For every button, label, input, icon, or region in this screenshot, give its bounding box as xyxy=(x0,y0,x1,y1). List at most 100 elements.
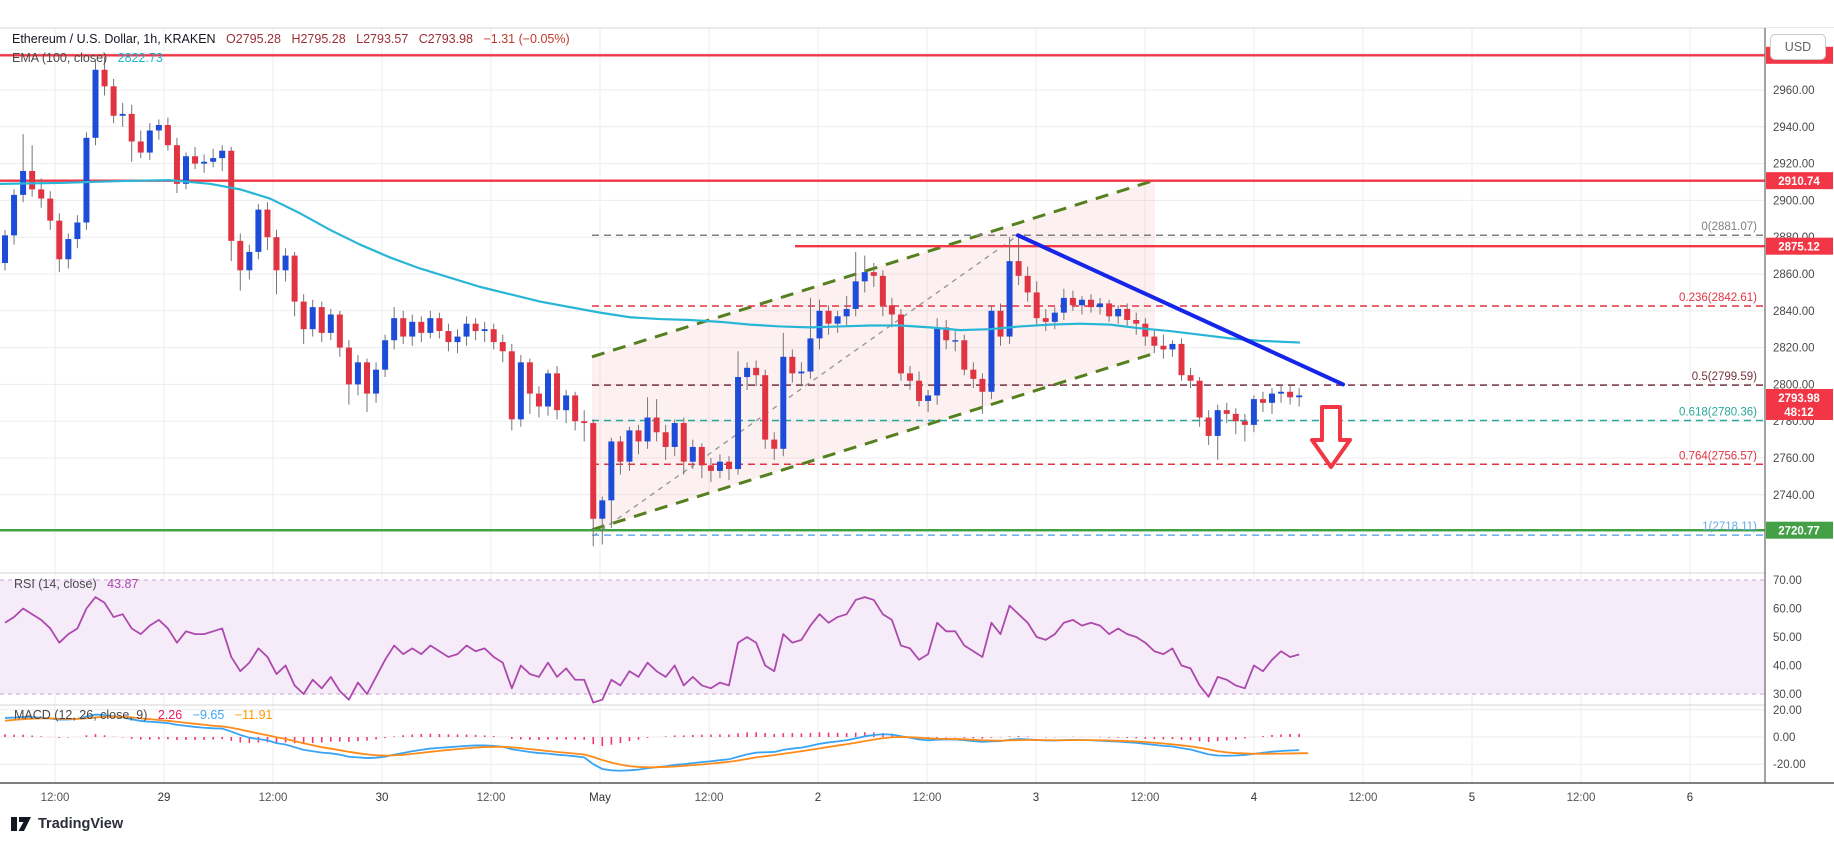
candle-body xyxy=(852,281,859,309)
candle-body xyxy=(979,378,986,392)
fib-level-label: 1(2718.11) xyxy=(1702,521,1757,533)
candle-body xyxy=(554,373,561,411)
macd-signal-line xyxy=(4,715,1309,769)
fib-baseline[interactable] xyxy=(592,234,1019,537)
macd-indicator-row[interactable]: MACD (12, 26, close, 9) 2.26 −9.65 −11.9… xyxy=(14,708,279,722)
ohlc-close: C2793.98 xyxy=(418,32,473,46)
time-tick-label: 12:00 xyxy=(41,792,70,804)
fib-level-label: 0.764(2756.57) xyxy=(1679,450,1757,462)
candle-body xyxy=(436,318,443,332)
ema-indicator-row[interactable]: EMA (100, close) 2822.73 xyxy=(12,51,170,65)
price-tag-value: 2720.77 xyxy=(1778,526,1820,538)
time-tick-label: 30 xyxy=(376,792,389,804)
ohlc-high: H2795.28 xyxy=(291,32,346,46)
fib-retracement-levels[interactable] xyxy=(592,234,1765,536)
candle-body xyxy=(255,209,262,252)
candle-body xyxy=(635,430,642,442)
rsi-tick-label: 40.00 xyxy=(1773,661,1802,673)
time-tick-label: 12:00 xyxy=(1131,792,1160,804)
candle-body xyxy=(1169,343,1176,350)
candle-body xyxy=(29,170,36,190)
price-tick-label: 2760.00 xyxy=(1773,453,1815,465)
down-arrow[interactable] xyxy=(1310,405,1352,469)
candle-body xyxy=(1259,399,1266,403)
symbol-ohlc-row[interactable]: Ethereum / U.S. Dollar, 1h, KRAKEN O2795… xyxy=(12,32,577,46)
fib-level-label: 0(2881.07) xyxy=(1701,221,1757,233)
candle-body xyxy=(1115,308,1122,317)
candle-body xyxy=(581,421,588,424)
candle-body xyxy=(137,141,144,153)
candle-body xyxy=(364,362,370,394)
candle-body xyxy=(1296,395,1303,398)
candle-body xyxy=(617,441,624,462)
candle-body xyxy=(535,393,542,407)
candle-body xyxy=(825,310,832,324)
candle-body xyxy=(952,340,959,342)
candle-body xyxy=(1232,413,1239,422)
candle-body xyxy=(1250,399,1257,425)
candle-body xyxy=(2,235,8,263)
candle-body xyxy=(1214,410,1221,436)
channel-lower-line xyxy=(591,351,1156,532)
change-value: −1.31 (−0.05%) xyxy=(483,32,570,46)
rsi-value: 43.87 xyxy=(107,577,139,591)
candle-body xyxy=(735,377,742,470)
candle-body xyxy=(1015,261,1022,276)
candle-body xyxy=(1042,318,1049,322)
candle-body xyxy=(373,369,380,394)
candle-body xyxy=(1196,380,1203,418)
candle-body xyxy=(273,237,280,271)
candle-body xyxy=(1060,297,1067,313)
rsi-line xyxy=(4,596,1300,704)
candle-body xyxy=(146,130,153,153)
price-axis[interactable]: 2960.002940.002920.002900.002880.002860.… xyxy=(1773,85,1815,771)
candle-body xyxy=(680,423,687,462)
candle-body xyxy=(907,373,913,381)
candle-body xyxy=(780,356,787,449)
candle-body xyxy=(336,314,343,348)
candle-body xyxy=(1178,343,1185,376)
currency-toggle-button[interactable]: USD xyxy=(1770,34,1826,60)
time-axis[interactable]: 12:00 29 12:00 30 12:00 May 12:00 2 12:00 3 12:00 4… xyxy=(41,792,1694,804)
fib-level-label: 0.618(2780.36) xyxy=(1679,407,1757,419)
sr-lines[interactable] xyxy=(0,54,1765,532)
candle-body xyxy=(74,222,81,240)
candle-body xyxy=(345,347,352,385)
candle-body xyxy=(816,310,823,339)
price-tag-value: 2910.74 xyxy=(1778,176,1820,188)
candle-body xyxy=(888,305,895,315)
macd-tick-label: 20.00 xyxy=(1773,705,1802,717)
candle-body xyxy=(391,318,398,341)
candle-body xyxy=(689,446,696,462)
candle-body xyxy=(698,446,705,466)
price-tag-countdown: 48:12 xyxy=(1784,407,1813,419)
candle-body xyxy=(1269,393,1275,403)
candle-body xyxy=(545,373,551,407)
candle-body xyxy=(517,362,524,420)
candle-body xyxy=(508,351,515,420)
candle-body xyxy=(264,209,271,238)
tradingview-logo[interactable]: TradingView xyxy=(10,813,123,835)
candle-body xyxy=(861,272,868,282)
rsi-indicator-row[interactable]: RSI (14, close) 43.87 xyxy=(14,577,145,591)
candle-body xyxy=(762,375,769,440)
candle-body xyxy=(744,367,751,378)
candle-body xyxy=(1278,391,1285,394)
candle-body xyxy=(219,150,226,159)
price-tick-label: 2820.00 xyxy=(1773,343,1815,355)
candle-body xyxy=(183,156,189,184)
time-tick-label: 4 xyxy=(1251,792,1258,804)
time-tick-label: 12:00 xyxy=(695,792,724,804)
descending-trendline[interactable] xyxy=(1016,233,1345,387)
candle-body xyxy=(870,272,877,276)
candle-body xyxy=(626,430,633,462)
candle-body xyxy=(38,189,45,199)
candle-body xyxy=(726,461,732,470)
candle-body xyxy=(490,329,497,343)
price-tick-label: 2800.00 xyxy=(1773,379,1815,391)
tradingview-logo-icon xyxy=(11,817,31,831)
time-tick-label: 6 xyxy=(1687,792,1693,804)
